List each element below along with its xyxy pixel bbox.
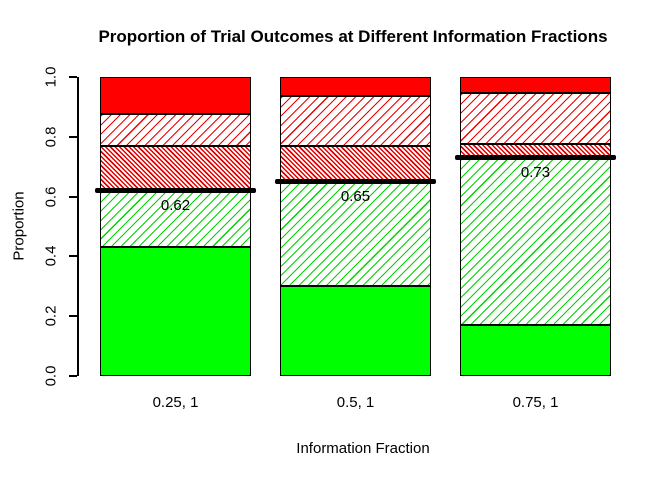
- bar-segment-green-hatch: [100, 191, 251, 247]
- plot-area: 0.0 0.2 0.4 0.6 0.8 1.0 0.62 0.25, 1 0.65 0.5, 1 0…: [43, 67, 648, 411]
- bar-segment-green-hatch: [460, 158, 611, 325]
- y-tick-mark: [69, 255, 77, 257]
- x-axis-label: Information Fraction: [296, 440, 430, 457]
- bar-segment-red-solid: [280, 77, 431, 96]
- threshold-value-label: 0.73: [520, 164, 551, 181]
- y-tick-label: 1.0: [42, 66, 60, 88]
- threshold-value-label: 0.65: [340, 188, 371, 205]
- x-category-label: 0.5, 1: [336, 394, 375, 411]
- bar-segment-red-hatch: [100, 114, 251, 146]
- y-axis-label: Proportion: [10, 191, 28, 261]
- y-axis-line: [77, 77, 79, 376]
- y-tick-label: 0.6: [42, 186, 60, 208]
- y-tick-label: 0.0: [42, 365, 60, 387]
- bar-segment-red-dense-hatch: [280, 146, 431, 182]
- y-tick-mark: [69, 375, 77, 377]
- threshold-line: [275, 179, 436, 184]
- x-category-label: 0.75, 1: [512, 394, 559, 411]
- y-tick-mark: [69, 196, 77, 198]
- y-tick-label: 0.2: [42, 305, 60, 327]
- y-tick-label: 0.8: [42, 126, 60, 148]
- y-tick-mark: [69, 315, 77, 317]
- x-category-label: 0.25, 1: [152, 394, 199, 411]
- bar-segment-red-dense-hatch: [100, 146, 251, 191]
- y-tick-mark: [69, 76, 77, 78]
- threshold-line: [95, 188, 256, 193]
- bar-segment-red-hatch: [280, 96, 431, 146]
- bar-segment-red-dense-hatch: [460, 144, 611, 158]
- bar-segment-red-solid: [100, 77, 251, 114]
- threshold-value-label: 0.62: [160, 197, 191, 214]
- bar-segment-red-solid: [460, 77, 611, 93]
- chart-title: Proportion of Trial Outcomes at Differen…: [98, 27, 608, 46]
- bar-segment-green-solid: [280, 286, 431, 376]
- bar-segment-green-solid: [100, 247, 251, 376]
- y-tick-mark: [69, 136, 77, 138]
- threshold-line: [455, 155, 616, 160]
- y-tick-label: 0.4: [42, 245, 60, 267]
- bar-segment-green-solid: [460, 325, 611, 376]
- bar-segment-red-hatch: [460, 93, 611, 144]
